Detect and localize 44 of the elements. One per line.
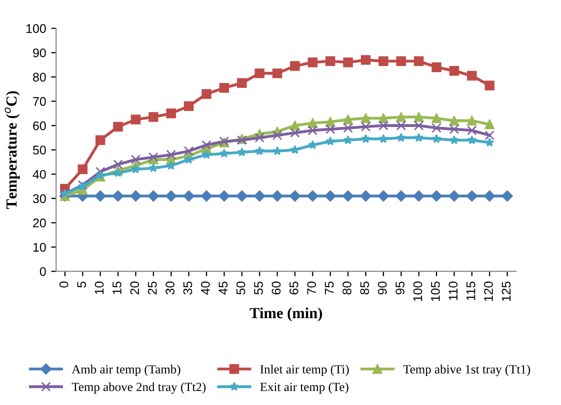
y-tick-label: 30 [32, 194, 46, 204]
y-tick-label: 90 [33, 48, 46, 58]
x-tick-label: 5 [77, 282, 86, 288]
legend-label: Exit air temp (Te) [260, 382, 348, 394]
y-tick-label: 20 [33, 218, 46, 228]
x-tick-label: 125 [502, 282, 511, 301]
legend-label: Amb air temp (Tamb) [72, 364, 180, 376]
x-tick-label: 85 [360, 282, 370, 294]
x-tick-label: 25 [148, 282, 157, 294]
y-tick-label: 60 [33, 121, 46, 130]
x-tick-label: 20 [130, 282, 140, 294]
x-axis-title: Time (min) [250, 307, 322, 322]
y-tick-label: 70 [33, 97, 46, 106]
y-tick-label: 0 [40, 267, 46, 276]
x-tick-label: 55 [254, 282, 263, 294]
x-tick-label: 75 [324, 282, 334, 294]
x-tick-label: 0 [59, 282, 68, 288]
x-tick-label: 80 [342, 282, 352, 294]
x-tick-label: 60 [272, 282, 281, 294]
x-tick-label: 105 [431, 282, 440, 301]
x-tick-label: 120 [484, 282, 493, 301]
y-tick-label: 100 [26, 24, 46, 33]
x-tick-label: 100 [413, 282, 422, 301]
x-tick-label: 40 [200, 282, 210, 295]
x-tick-label: 30 [166, 282, 174, 294]
x-tick-label: 45 [218, 282, 228, 295]
legend-label: Temp above 2nd tray (Tt2) [72, 382, 206, 394]
y-tick-label: 40 [32, 170, 46, 179]
x-tick-label: 15 [112, 282, 122, 294]
y-tick-label: 80 [33, 72, 46, 82]
x-tick-label: 115 [466, 282, 476, 300]
y-tick-label: 10 [33, 242, 46, 252]
legend-label: Temp abive 1st tray (Tt1) [403, 364, 530, 376]
x-tick-label: 50 [236, 282, 246, 294]
x-tick-label: 95 [396, 282, 404, 294]
x-tick-label: 65 [289, 282, 298, 294]
x-tick-label: 110 [448, 282, 458, 300]
x-tick-label: 10 [94, 282, 104, 294]
x-tick-label: 70 [307, 282, 316, 294]
y-tick-label: 50 [32, 146, 46, 154]
y-axis-title: Temperature ($^{o}$C) [4, 91, 20, 209]
x-tick-label: 90 [378, 282, 387, 294]
x-tick-label: 35 [183, 282, 192, 294]
legend-label: Inlet air temp (Ti) [260, 364, 349, 376]
